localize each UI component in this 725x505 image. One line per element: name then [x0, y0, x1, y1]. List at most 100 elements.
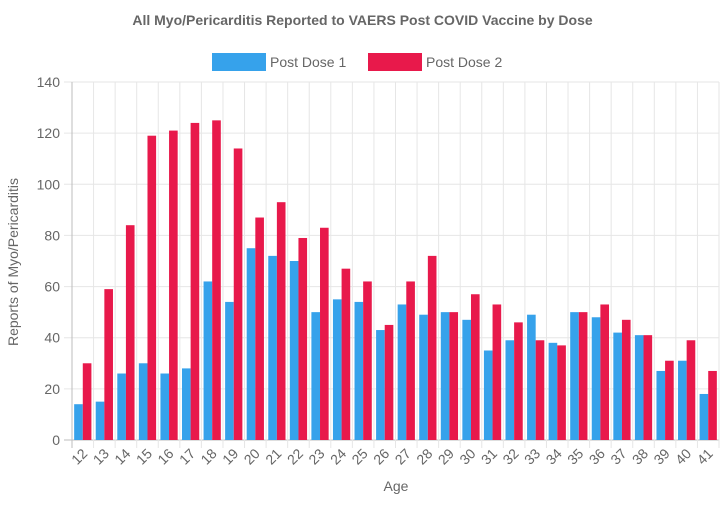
bar-dose2-age-23[interactable] — [320, 227, 329, 440]
bar-dose2-age-37[interactable] — [621, 319, 631, 440]
bar-dose1-age-19[interactable] — [225, 301, 234, 440]
bar-dose2-age-14[interactable] — [125, 225, 135, 440]
x-tick-label: 20 — [241, 445, 263, 467]
bar-dose1-age-30[interactable] — [462, 319, 471, 440]
x-tick-label: 24 — [327, 445, 349, 467]
bar-dose1-age-16[interactable] — [160, 373, 170, 440]
bar-dose1-age-35[interactable] — [570, 312, 579, 440]
x-tick-label: 21 — [262, 445, 284, 467]
legend-label-1[interactable]: Post Dose 1 — [270, 54, 346, 70]
x-tick-label: 38 — [629, 445, 651, 467]
bar-dose1-age-31[interactable] — [483, 350, 493, 441]
bar-dose2-age-25[interactable] — [363, 281, 372, 440]
bar-dose1-age-34[interactable] — [548, 342, 558, 440]
y-axis-label: Reports of Myo/Pericarditis — [5, 178, 21, 346]
bar-dose2-age-12[interactable] — [82, 363, 92, 440]
x-tick-label: 16 — [154, 445, 176, 467]
bar-dose1-age-32[interactable] — [505, 340, 515, 440]
bar-dose1-age-26[interactable] — [376, 330, 385, 440]
x-tick-label: 25 — [348, 445, 370, 467]
bar-dose2-age-26[interactable] — [384, 324, 394, 440]
chart-title: All Myo/Pericarditis Reported to VAERS P… — [132, 12, 593, 28]
bar-dose1-age-23[interactable] — [311, 312, 321, 440]
bar-dose2-age-27[interactable] — [406, 281, 415, 440]
x-tick-label: 28 — [413, 445, 435, 467]
bar-dose1-age-17[interactable] — [181, 368, 191, 440]
bar-dose2-age-35[interactable] — [578, 312, 588, 440]
x-tick-label: 41 — [694, 445, 716, 467]
bar-dose2-age-39[interactable] — [665, 360, 674, 440]
bar-dose1-age-18[interactable] — [203, 281, 213, 440]
legend-swatch-1[interactable] — [212, 53, 266, 71]
bar-dose2-age-29[interactable] — [449, 312, 459, 440]
bar-dose1-age-27[interactable] — [397, 304, 407, 440]
bar-dose2-age-41[interactable] — [708, 370, 717, 440]
bar-dose1-age-25[interactable] — [354, 301, 364, 440]
bar-dose2-age-32[interactable] — [514, 322, 523, 440]
bar-dose1-age-21[interactable] — [268, 255, 277, 440]
x-axis-label: Age — [384, 478, 409, 494]
bar-dose2-age-34[interactable] — [557, 345, 566, 440]
x-tick-label: 26 — [370, 445, 392, 467]
bar-dose1-age-12[interactable] — [74, 404, 83, 440]
bar-dose2-age-36[interactable] — [600, 304, 610, 440]
bar-dose2-age-31[interactable] — [492, 304, 502, 440]
x-tick-label: 34 — [543, 445, 565, 467]
x-tick-label: 36 — [586, 445, 608, 467]
bar-dose1-age-22[interactable] — [289, 261, 299, 440]
x-tick-label: 35 — [564, 445, 586, 467]
bar-dose1-age-15[interactable] — [138, 363, 148, 440]
x-tick-label: 23 — [305, 445, 327, 467]
x-tick-label: 18 — [197, 445, 219, 467]
bar-dose2-age-30[interactable] — [470, 294, 480, 440]
x-tick-label: 33 — [521, 445, 543, 467]
bar-dose1-age-20[interactable] — [246, 248, 256, 440]
bar-dose2-age-28[interactable] — [427, 255, 437, 440]
bar-dose2-age-15[interactable] — [147, 135, 157, 440]
bar-dose1-age-38[interactable] — [634, 335, 644, 440]
bar-dose1-age-40[interactable] — [678, 360, 687, 440]
bar-dose1-age-36[interactable] — [591, 317, 601, 440]
bar-dose2-age-24[interactable] — [341, 268, 351, 440]
x-tick-label: 22 — [284, 445, 306, 467]
bar-dose1-age-37[interactable] — [613, 332, 622, 440]
x-tick-label: 15 — [133, 445, 155, 467]
bar-dose1-age-28[interactable] — [419, 314, 428, 440]
x-tick-label: 37 — [607, 445, 629, 467]
legend-label-2[interactable]: Post Dose 2 — [426, 54, 502, 70]
bar-dose2-age-22[interactable] — [298, 237, 308, 440]
bar-dose2-age-19[interactable] — [233, 148, 243, 440]
x-tick-label: 14 — [111, 445, 133, 467]
bar-dose1-age-41[interactable] — [699, 393, 709, 440]
x-tick-label: 39 — [650, 445, 672, 467]
bar-dose1-age-29[interactable] — [440, 312, 450, 440]
bar-dose2-age-20[interactable] — [255, 217, 264, 440]
y-tick-label: 100 — [37, 176, 61, 192]
bar-dose1-age-13[interactable] — [95, 401, 105, 440]
x-axis-ticks: 12 13 14 15 16 17 18 19 20 21 22 23 24 25 26 27 28 29 30 31… — [68, 445, 716, 467]
legend: Post Dose 1 Post Dose 2 — [212, 53, 502, 71]
x-tick-label: 19 — [219, 445, 241, 467]
y-tick-label: 140 — [37, 74, 61, 90]
bar-dose2-age-33[interactable] — [535, 340, 545, 440]
y-tick-label: 60 — [44, 279, 60, 295]
x-tick-label: 30 — [456, 445, 478, 467]
bar-dose1-age-14[interactable] — [117, 373, 126, 440]
y-tick-label: 20 — [44, 381, 60, 397]
legend-swatch-2[interactable] — [368, 53, 422, 71]
bar-dose2-age-17[interactable] — [190, 122, 200, 441]
bar-dose2-age-13[interactable] — [104, 289, 113, 440]
bar-dose1-age-39[interactable] — [656, 370, 666, 440]
x-tick-label: 17 — [176, 445, 198, 467]
x-tick-label: 32 — [499, 445, 521, 467]
y-tick-label: 40 — [44, 330, 60, 346]
x-tick-label: 31 — [478, 445, 500, 467]
bar-dose2-age-16[interactable] — [169, 130, 178, 441]
bar-dose2-age-38[interactable] — [643, 335, 653, 440]
bar-dose2-age-21[interactable] — [276, 202, 286, 440]
bar-dose2-age-40[interactable] — [686, 340, 696, 440]
bar-dose1-age-33[interactable] — [527, 314, 536, 440]
bar-dose2-age-18[interactable] — [212, 120, 221, 440]
bar-dose1-age-24[interactable] — [332, 299, 342, 440]
